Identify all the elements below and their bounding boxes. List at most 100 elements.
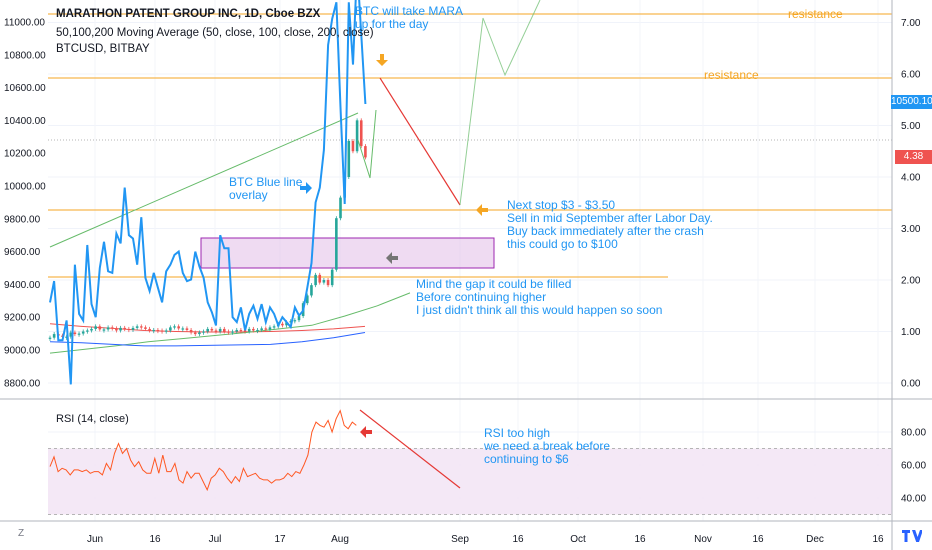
- zoom-button[interactable]: Z: [18, 528, 25, 539]
- mara-candle: [115, 328, 118, 331]
- mara-axis-tick: 0.00: [901, 379, 921, 390]
- mara-candle: [135, 326, 139, 328]
- mara-candle: [330, 269, 334, 286]
- tradingview-logo-icon[interactable]: [900, 526, 922, 544]
- forecast-down-line: [379, 77, 461, 206]
- rsi-indicator-label[interactable]: RSI (14, close): [56, 413, 129, 425]
- arrow-left-gap-icon: [386, 252, 398, 264]
- mara-candle: [152, 329, 156, 332]
- time-axis-tick: Jul: [209, 534, 222, 545]
- overlay-shapes: [48, 13, 892, 278]
- mara-candle: [164, 330, 168, 332]
- mara-candle: [272, 326, 276, 328]
- chart-title: MARATHON PATENT GROUP INC, 1D, Cboe BZX: [56, 8, 321, 20]
- mara-candle: [223, 328, 226, 332]
- mara-axis-tick: 2.00: [901, 276, 921, 287]
- time-axis-tick: 16: [634, 534, 646, 545]
- moving-average-2: [49, 292, 411, 354]
- time-axis-tick: Jun: [87, 534, 103, 545]
- mara-candle: [90, 328, 93, 331]
- compare-symbol-label[interactable]: BTCUSD, BITBAY: [56, 43, 150, 55]
- mara-candle: [73, 332, 77, 335]
- mara-candle: [235, 329, 239, 332]
- mara-candle: [351, 140, 355, 152]
- time-axis-tick: Dec: [806, 534, 824, 545]
- mara-candle: [306, 295, 309, 304]
- btc-axis-tick: 11000.00: [4, 18, 45, 29]
- mara-candle: [214, 330, 218, 332]
- mara-candle: [148, 328, 151, 331]
- mara-candle: [314, 274, 317, 286]
- forecast-up-line: [459, 0, 541, 206]
- annotation-resistance-2: resistance: [704, 68, 759, 82]
- rsi-line: [49, 409, 357, 492]
- btc-axis-tick: 10400.00: [4, 116, 46, 127]
- mara-candle: [160, 330, 164, 332]
- mara-candle: [206, 328, 209, 332]
- btc-axis-tick: 8800.00: [4, 378, 41, 389]
- mara-candle: [285, 322, 288, 326]
- mara-last-price-tag: 4.38: [895, 150, 932, 164]
- mara-candle: [268, 327, 272, 330]
- mara-candle: [210, 328, 214, 331]
- rsi-band-fill: [48, 448, 892, 515]
- btc-last-price-tag: 10500.10: [891, 95, 932, 109]
- mara-candle: [94, 326, 97, 329]
- mara-candle: [310, 285, 313, 296]
- mara-candle: [48, 337, 52, 339]
- mara-candle: [140, 326, 143, 328]
- mara-candle: [119, 327, 122, 331]
- time-axis-tick: Oct: [570, 534, 586, 545]
- annotation-gap: Mind the gap it could be filled Before c…: [416, 277, 663, 317]
- mara-candle: [77, 333, 81, 335]
- rsi-band: [48, 448, 892, 515]
- time-axis-tick: 17: [274, 534, 286, 545]
- mara-candle: [256, 329, 259, 332]
- mara-candle: [144, 327, 147, 329]
- mara-candle: [322, 280, 326, 283]
- mara-candle: [318, 274, 322, 283]
- btc-axis-tick: 10200.00: [4, 149, 46, 160]
- time-axis-tick: Nov: [694, 534, 712, 545]
- mara-candle: [355, 120, 359, 152]
- arrow-left-icon: [476, 204, 488, 216]
- mara-candle: [156, 329, 160, 332]
- mara-candle: [173, 326, 176, 328]
- rsi-axis-tick: 80.00: [901, 428, 926, 439]
- mara-candle: [289, 321, 292, 323]
- time-axis-tick: 16: [512, 534, 524, 545]
- mara-candle: [52, 334, 56, 338]
- mara-candle: [131, 327, 135, 330]
- btc-axis-tick: 9800.00: [4, 214, 41, 225]
- time-axis-tick: 16: [752, 534, 764, 545]
- rsi-forecast-line: [359, 409, 461, 489]
- mara-candle: [127, 328, 131, 331]
- ma-indicator-label[interactable]: 50,100,200 Moving Average (50, close, 10…: [56, 27, 374, 39]
- mara-candle: [231, 331, 234, 333]
- mara-candle: [335, 218, 338, 270]
- mara-candle: [110, 327, 114, 329]
- btc-series: [49, 0, 367, 385]
- mara-axis-tick: 1.00: [901, 327, 921, 338]
- btc-axis-tick: 10600.00: [4, 83, 46, 94]
- mara-candle: [347, 140, 351, 177]
- mara-candle: [69, 332, 73, 337]
- mara-candle: [185, 328, 189, 330]
- annotation-top-note: BTC will take MARA up for the day: [355, 4, 464, 31]
- forecast-lines: [357, 0, 541, 489]
- mara-candle: [123, 327, 126, 330]
- arrow-right-icon: [300, 182, 312, 194]
- btc-axis-tick: 10000.00: [4, 182, 46, 193]
- mara-candle: [98, 326, 102, 330]
- trend-line: [49, 112, 359, 248]
- btc-axis-tick: 9600.00: [4, 247, 41, 258]
- mara-candle: [339, 197, 342, 219]
- rsi-series: [49, 409, 357, 492]
- mara-candle: [247, 328, 251, 332]
- mara-candle: [227, 331, 230, 333]
- mara-candle: [177, 326, 180, 329]
- mara-axis-tick: 4.00: [901, 173, 921, 184]
- mara-candle: [364, 146, 367, 158]
